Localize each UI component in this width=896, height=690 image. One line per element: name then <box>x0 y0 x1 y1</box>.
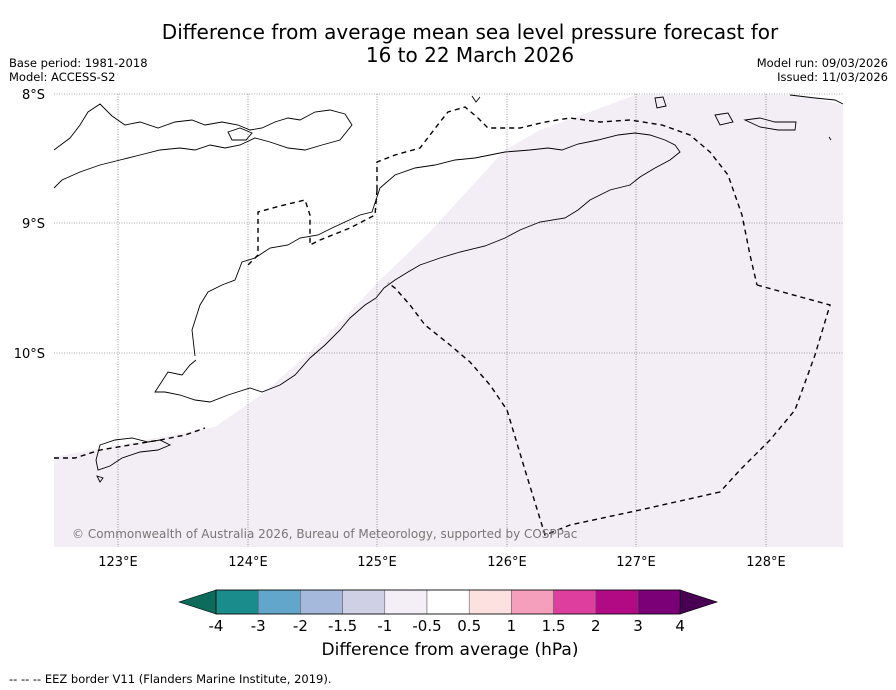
colorbar-tick-label: 4 <box>675 617 685 635</box>
colorbar-tick-label: -1.5 <box>328 617 357 635</box>
lat-label: 9°S <box>22 217 45 232</box>
lon-label: 124°E <box>228 555 268 570</box>
colorbar-over-arrow <box>679 589 719 615</box>
graticule <box>54 93 843 547</box>
map-title-line1: Difference from average mean sea level p… <box>161 20 779 44</box>
colorbar-swatch <box>300 589 343 615</box>
colorbar-tick-label: 1.5 <box>542 617 566 635</box>
pressure-anomaly-shading <box>54 95 843 547</box>
colorbar-swatch <box>384 589 428 615</box>
colorbar-tick-label: 2 <box>591 617 601 635</box>
coastline-islet-rote <box>96 475 104 483</box>
coastline-islet-ne <box>828 136 832 141</box>
coastlines <box>53 94 844 483</box>
eez-legend: -- -- -- EEZ border V11 (Flanders Marine… <box>9 672 332 686</box>
coastline-wetar <box>654 96 667 109</box>
colorbar-swatch <box>257 589 301 615</box>
coastline-alor-east <box>227 127 253 141</box>
eez-borders <box>54 106 831 536</box>
colorbar-tick-label: 1 <box>507 617 517 635</box>
lat-label: 10°S <box>14 347 45 362</box>
colorbar-outline <box>215 589 681 615</box>
lat-label: 8°S <box>22 88 45 103</box>
eez-west <box>247 189 378 266</box>
issued-date: Issued: 11/03/2026 <box>777 70 888 84</box>
colorbar-under-arrow <box>178 589 217 615</box>
colorbar-tick-label: -0.5 <box>412 617 441 635</box>
colorbar-tick-label: -4 <box>209 617 224 635</box>
eez-north <box>376 106 758 286</box>
colorbar-swatch <box>215 589 259 615</box>
colorbar-swatch <box>595 589 639 615</box>
colorbar-tick-label: -2 <box>293 617 308 635</box>
colorbar-ticks: -4 -3 -2 -1.5 -1 -0.5 0.5 1 1.5 2 3 4 <box>209 617 685 635</box>
coastline-timor-north <box>191 132 681 357</box>
colorbar-tick-label: 3 <box>633 617 643 635</box>
lon-label: 125°E <box>357 555 397 570</box>
coastline-islet-2 <box>743 117 797 131</box>
base-period: Base period: 1981-2018 <box>9 56 148 70</box>
eez-east <box>719 284 831 493</box>
eez-south <box>387 282 721 536</box>
colorbar-swatch <box>468 589 512 615</box>
coastline-flores-alor <box>53 103 353 189</box>
coastline-islet-3 <box>789 94 844 105</box>
colorbar-swatch <box>637 589 681 615</box>
model-name: Model: ACCESS-S2 <box>9 70 116 84</box>
eez-timor-south <box>54 427 206 459</box>
colorbar-tick-label: -1 <box>377 617 392 635</box>
colorbar-swatch <box>511 589 554 615</box>
coastline-timor-south <box>154 297 377 403</box>
map-title-line2: 16 to 22 March 2026 <box>365 43 575 67</box>
colorbar <box>178 589 719 615</box>
coastline-islet-north <box>471 95 481 103</box>
coastline-islet-1 <box>714 112 734 126</box>
colorbar-swatch <box>342 589 386 615</box>
colorbar-tick-label: -3 <box>251 617 266 635</box>
lon-label: 128°E <box>746 555 786 570</box>
lon-label: 126°E <box>487 555 527 570</box>
lon-label: 123°E <box>98 555 138 570</box>
colorbar-label: Difference from average (hPa) <box>321 640 579 660</box>
model-run: Model run: 09/03/2026 <box>756 56 888 70</box>
colorbar-swatch <box>426 589 470 615</box>
coastline-rote <box>95 437 172 471</box>
colorbar-swatch <box>553 589 597 615</box>
lon-label: 127°E <box>616 555 656 570</box>
copyright-notice: © Commonwealth of Australia 2026, Bureau… <box>72 527 577 541</box>
colorbar-tick-label: 0.5 <box>457 617 481 635</box>
